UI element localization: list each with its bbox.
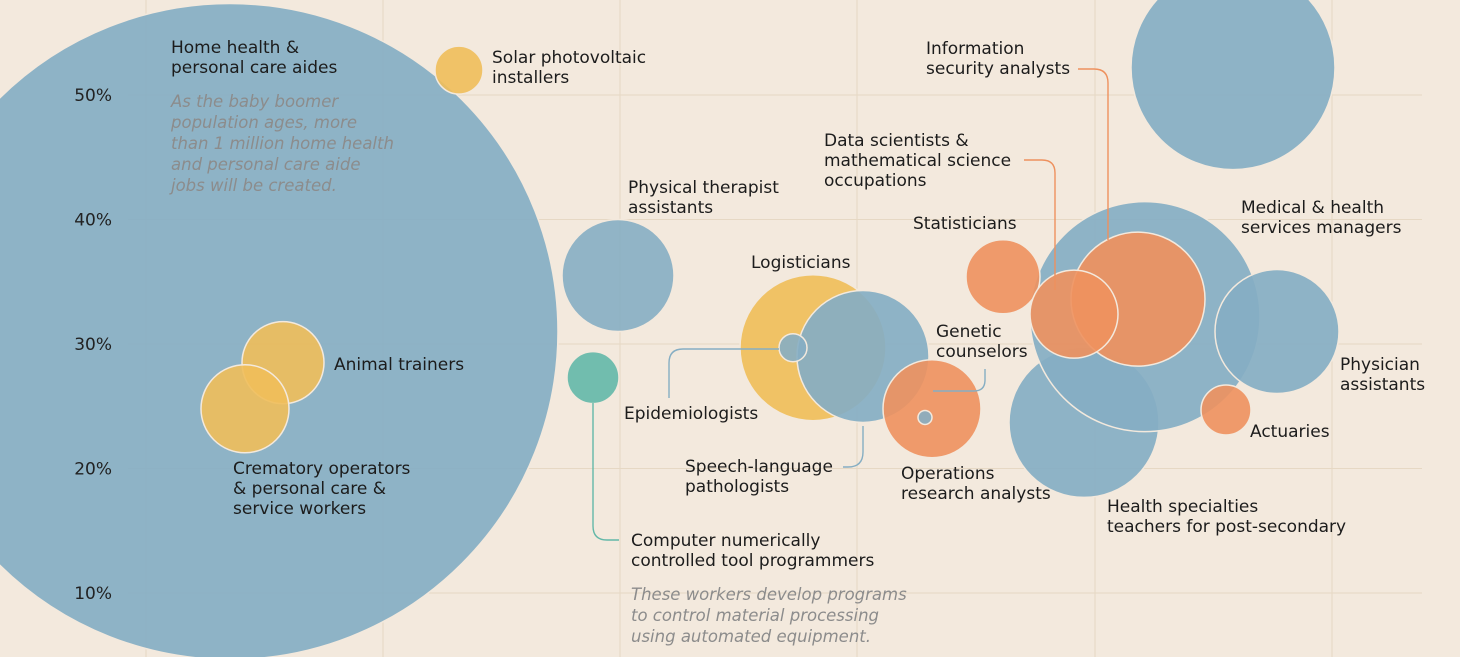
- bubble-label-actuaries: Actuaries: [1250, 422, 1330, 442]
- bubble-label-data-scientists-and-mathematical-science-occupations: Data scientists & mathematical science occ…: [824, 131, 1011, 191]
- leader-epidemiologists: [668, 348, 779, 398]
- bubbles: [0, 0, 1340, 657]
- y-tick-label: 20%: [74, 460, 112, 480]
- y-tick-label: 50%: [74, 86, 112, 106]
- bubble-computer-numerically-controlled-tool-programmers: [566, 350, 620, 405]
- bubble-operations-research-analysts: [882, 358, 982, 459]
- bubble-data-scientists-and-mathematical-science-occupations: [1029, 269, 1119, 359]
- bubble-label-animal-trainers: Animal trainers: [334, 355, 464, 375]
- bubble-statisticians: [965, 239, 1041, 315]
- y-tick-label: 40%: [74, 211, 112, 231]
- annotation-note: These workers develop programs to control…: [631, 585, 907, 646]
- bubble-label-logisticians: Logisticians: [751, 253, 851, 273]
- annotation-note: As the baby boomer population ages, more t…: [169, 92, 394, 195]
- y-tick-label: 30%: [74, 335, 112, 355]
- bubble-label-medical-and-health-services-managers: Medical & health services managers: [1241, 198, 1402, 238]
- bubble-epidemiologists: [778, 332, 808, 363]
- bubble-label-health-specialties-teachers-for-post-secondary: Health specialties teachers for post-seco…: [1107, 497, 1346, 537]
- bubble-label-genetic-counselors: Genetic counselors: [936, 322, 1028, 362]
- leader-lines: [592, 68, 1109, 541]
- bubble-labels: Home health & personal care aides Solar ph…: [171, 38, 1425, 571]
- bubble-label-physician-assistants: Physician assistants: [1340, 355, 1425, 395]
- bubble-physician-assistants: [1214, 268, 1340, 395]
- leader-speech-language: [843, 426, 864, 468]
- bubble-label-computer-numerically-controlled-tool-programmers: Computer numerically controlled tool prog…: [631, 531, 874, 571]
- bubble-label-information-security-analysts: Information security analysts: [926, 39, 1070, 79]
- bubble-label-epidemiologists: Epidemiologists: [624, 404, 758, 424]
- bubble-solar-photovoltaic-installers: [434, 45, 484, 95]
- bubble-physical-therapist-assistants: [561, 218, 675, 333]
- bubble-actuaries: [1200, 384, 1252, 436]
- bubble-label-solar-photovoltaic-installers: Solar photovoltaic installers: [492, 48, 646, 88]
- bubble-crematory-operators-and-personal-care-and-service-workers: [200, 363, 290, 454]
- bubble-unlabeled: [1130, 0, 1336, 171]
- y-axis-ticks: 10% 20% 30% 40% 50%: [74, 86, 112, 604]
- annotations: As the baby boomer population ages, more t…: [169, 92, 907, 646]
- leader-computer-numerically: [592, 403, 619, 541]
- bubble-label-crematory-operators-and-personal-care-and-service-workers: Crematory operators & personal care & serv…: [233, 459, 411, 519]
- bubble-label-statisticians: Statisticians: [913, 214, 1017, 234]
- leader-data-scientists: [1024, 159, 1056, 290]
- bubble-label-operations-research-analysts: Operations research analysts: [901, 464, 1051, 504]
- leader-information-security: [1078, 68, 1109, 240]
- bubble-label-speech-language-pathologists: Speech-language pathologists: [685, 457, 833, 497]
- y-tick-label: 10%: [74, 584, 112, 604]
- bubble-label-physical-therapist-assistants: Physical therapist assistants: [628, 178, 779, 218]
- bubble-genetic-counselors: [917, 409, 933, 426]
- leader-genetic-counselors: [933, 369, 986, 392]
- bubble-label-home-health-and-personal-care-aides: Home health & personal care aides: [171, 38, 337, 78]
